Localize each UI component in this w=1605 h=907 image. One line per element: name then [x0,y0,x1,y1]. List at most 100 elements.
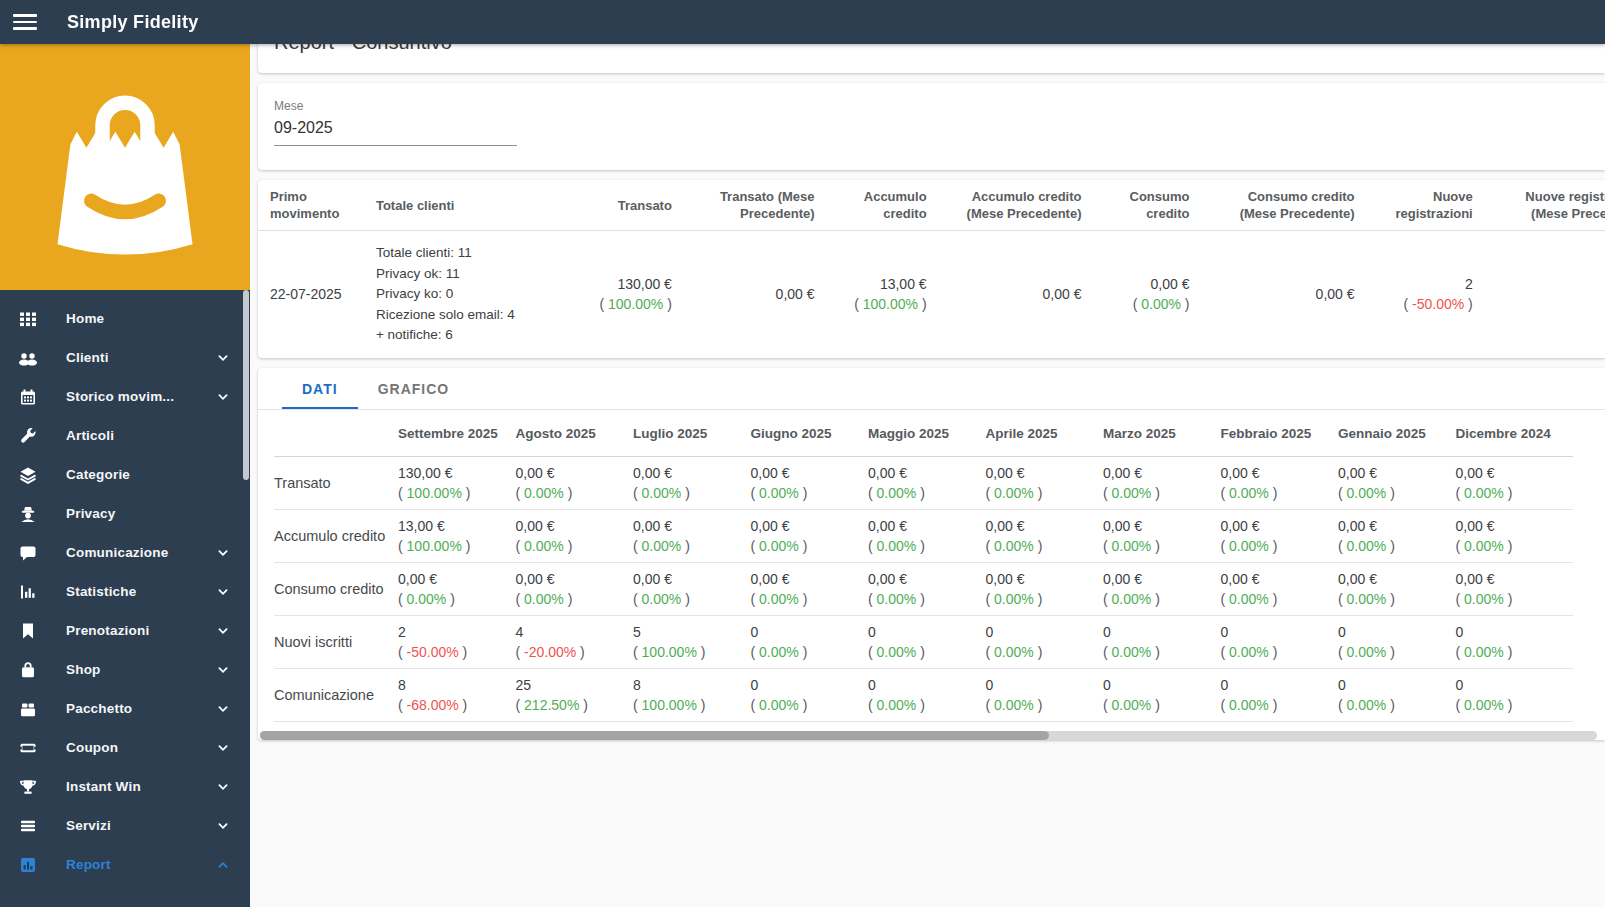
metric-cell: 0,00 €( 0.00% ) [751,510,869,563]
table-row-transato: Transato 130,00 €( 100.00% ) 0,00 €( 0.0… [274,457,1573,510]
row-label: Nuovi iscritti [274,616,398,669]
metric-cell: 0,00 €( 0.00% ) [986,563,1104,616]
chevron-down-icon [214,739,232,757]
sidebar-item-servizi[interactable]: Servizi [0,806,250,845]
month-header: Luglio 2025 [633,410,751,457]
user-secret-icon [16,504,40,524]
apps-icon [16,309,40,329]
metric-cell: 5( 100.00% ) [633,616,751,669]
metric-cell: 8( -68.00% ) [398,669,516,722]
metric-cell: 4 [1485,231,1605,358]
sidebar-item-comunicazione[interactable]: Comunicazione [0,533,250,572]
month-header: Agosto 2025 [516,410,634,457]
column-header: Accumulo credito [827,180,939,231]
table-row-accumulo-credito: Accumulo credito 13,00 €( 100.00% ) 0,00… [274,510,1573,563]
sidebar-item-label: Prenotazioni [66,623,214,638]
chevron-down-icon [214,583,232,601]
month-header: Giugno 2025 [751,410,869,457]
column-header: Nuove registrazioni (Mese Precedente) [1485,180,1605,231]
months-header-row: Settembre 2025 Agosto 2025 Luglio 2025 G… [274,410,1573,457]
sidebar-item-label: Report [66,857,214,872]
bookmark-icon [16,621,40,641]
months-table: Settembre 2025 Agosto 2025 Luglio 2025 G… [274,410,1573,723]
sidebar-item-label: Articoli [66,428,232,443]
metric-cell: 0( 0.00% ) [1103,616,1221,669]
metric-cell: 0,00 €( 0.00% ) [751,563,869,616]
metric-cell: 13,00 €( 100.00% ) [398,510,516,563]
sidebar-item-articoli[interactable]: Articoli [0,416,250,455]
table-row-comunicazione: Comunicazione 8( -68.00% ) 25( 212.50% )… [274,669,1573,722]
first-movement-date: 22-07-2025 [258,231,364,358]
month-header: Settembre 2025 [398,410,516,457]
sidebar-item-storico-movimenti[interactable]: Storico movim... [0,377,250,416]
metric-cell: 0,00 €( 0.00% ) [1221,563,1339,616]
sidebar-item-label: Privacy [66,506,232,521]
sidebar-item-report[interactable]: Report [0,845,250,884]
sidebar-item-statistiche[interactable]: Statistiche [0,572,250,611]
sidebar-item-home[interactable]: Home [0,299,250,338]
metric-cell: 0,00 €( 0.00% ) [633,457,751,510]
top-bar: Simply Fidelity [0,0,1605,44]
metric-cell: 0,00 €( 0.00% ) [398,563,516,616]
sidebar-item-instant-win[interactable]: Instant Win [0,767,250,806]
trophy-icon [16,777,40,797]
metric-cell: 0,00 €( 0.00% ) [1338,510,1456,563]
metric-cell: 0( 0.00% ) [986,669,1104,722]
sidebar-item-clienti[interactable]: Clienti [0,338,250,377]
sidebar-scrollbar[interactable] [243,290,249,480]
sidebar-item-shop[interactable]: Shop [0,650,250,689]
sidebar-item-prenotazioni[interactable]: Prenotazioni [0,611,250,650]
horizontal-scrollbar-thumb[interactable] [260,731,1049,740]
metric-cell: 4( -20.00% ) [516,616,634,669]
metric-cell: 0,00 €( 0.00% ) [751,457,869,510]
chevron-down-icon [214,544,232,562]
summary-header-row: Primo movimento Totale clienti Transato … [258,180,1605,231]
metric-cell: 0,00 € [684,231,827,358]
summary-table: Primo movimento Totale clienti Transato … [258,180,1605,358]
sidebar-item-pacchetto[interactable]: Pacchetto [0,689,250,728]
metric-cell: 130,00 €( 100.00% ) [398,457,516,510]
metric-cell: 0,00 €( 0.00% ) [1103,457,1221,510]
row-label-header [274,410,398,457]
sidebar-item-coupon[interactable]: Coupon [0,728,250,767]
tab-dati[interactable]: DATI [282,368,358,409]
metric-cell: 0,00 €( 0.00% ) [1221,510,1339,563]
chevron-down-icon [214,388,232,406]
metric-cell: 0( 0.00% ) [868,616,986,669]
sidebar-item-categorie[interactable]: Categorie [0,455,250,494]
row-label: Accumulo credito [274,510,398,563]
horizontal-scrollbar[interactable] [260,731,1597,740]
metric-cell: 0,00 €( 0.00% ) [633,563,751,616]
chevron-down-icon [214,661,232,679]
sidebar-item-privacy[interactable]: Privacy [0,494,250,533]
month-input[interactable] [274,114,517,146]
column-header: Consumo credito (Mese Precedente) [1201,180,1366,231]
metric-cell: 0( 0.00% ) [1221,616,1339,669]
chart-icon [16,582,40,602]
metric-cell: 0,00 €( 0.00% ) [1103,563,1221,616]
sidebar: Home Clienti Storico movim... Articoli C… [0,44,250,907]
row-label: Transato [274,457,398,510]
tab-grafico[interactable]: GRAFICO [358,368,470,409]
logo-block [0,44,250,290]
metric-cell: 0,00 €( 0.00% ) [516,510,634,563]
wrench-icon [16,426,40,446]
metric-cell: 0,00 €( 0.00% ) [516,457,634,510]
sidebar-item-label: Statistiche [66,584,214,599]
menu-icon[interactable] [13,14,37,30]
metric-cell: 2( -50.00% ) [398,616,516,669]
metric-cell: 0,00 € [1201,231,1366,358]
month-header: Aprile 2025 [986,410,1104,457]
sidebar-item-label: Coupon [66,740,214,755]
app-title: Simply Fidelity [67,12,199,33]
sidebar-item-label: Servizi [66,818,214,833]
column-header: Accumulo credito (Mese Precedente) [939,180,1094,231]
metric-cell: 0,00 €( 0.00% ) [986,457,1104,510]
metric-cell: 0,00 €( 0.00% ) [516,563,634,616]
metric-cell: 0,00 €( 0.00% ) [986,510,1104,563]
metric-cell: 0,00 €( 0.00% ) [1456,563,1574,616]
ticket-icon [16,738,40,758]
metric-cell: 0,00 €( 0.00% ) [868,563,986,616]
metric-cell: 0,00 €( 0.00% ) [1338,457,1456,510]
column-header: Totale clienti [364,180,586,231]
